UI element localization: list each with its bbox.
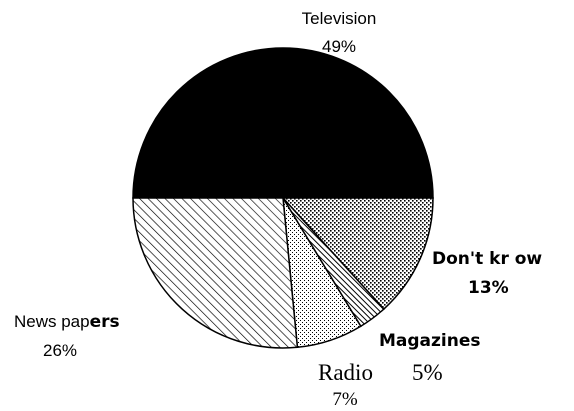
label-radio: Radio: [318, 360, 373, 385]
pie-slice-don-t-kr-ow: [281, 197, 434, 311]
value-newspapers: 26%: [43, 341, 77, 360]
label-dont-know: Don't kr ow: [432, 249, 542, 269]
label-radio-extra: 5%: [412, 360, 443, 385]
pie-slice-news-pap: [132, 197, 299, 349]
label-newspapers: News papers: [14, 312, 120, 332]
value-television: 49%: [322, 37, 356, 56]
label-television: Television: [302, 9, 377, 28]
value-dont-know: 13%: [468, 278, 509, 298]
label-newspapers-part1: News pap: [14, 312, 90, 331]
label-magazines: Magazines: [379, 331, 481, 351]
value-radio: 7%: [332, 389, 358, 410]
label-newspapers-part2: ers: [90, 312, 120, 332]
pie-slice-television: [132, 47, 434, 199]
pie-slices: [132, 47, 434, 349]
